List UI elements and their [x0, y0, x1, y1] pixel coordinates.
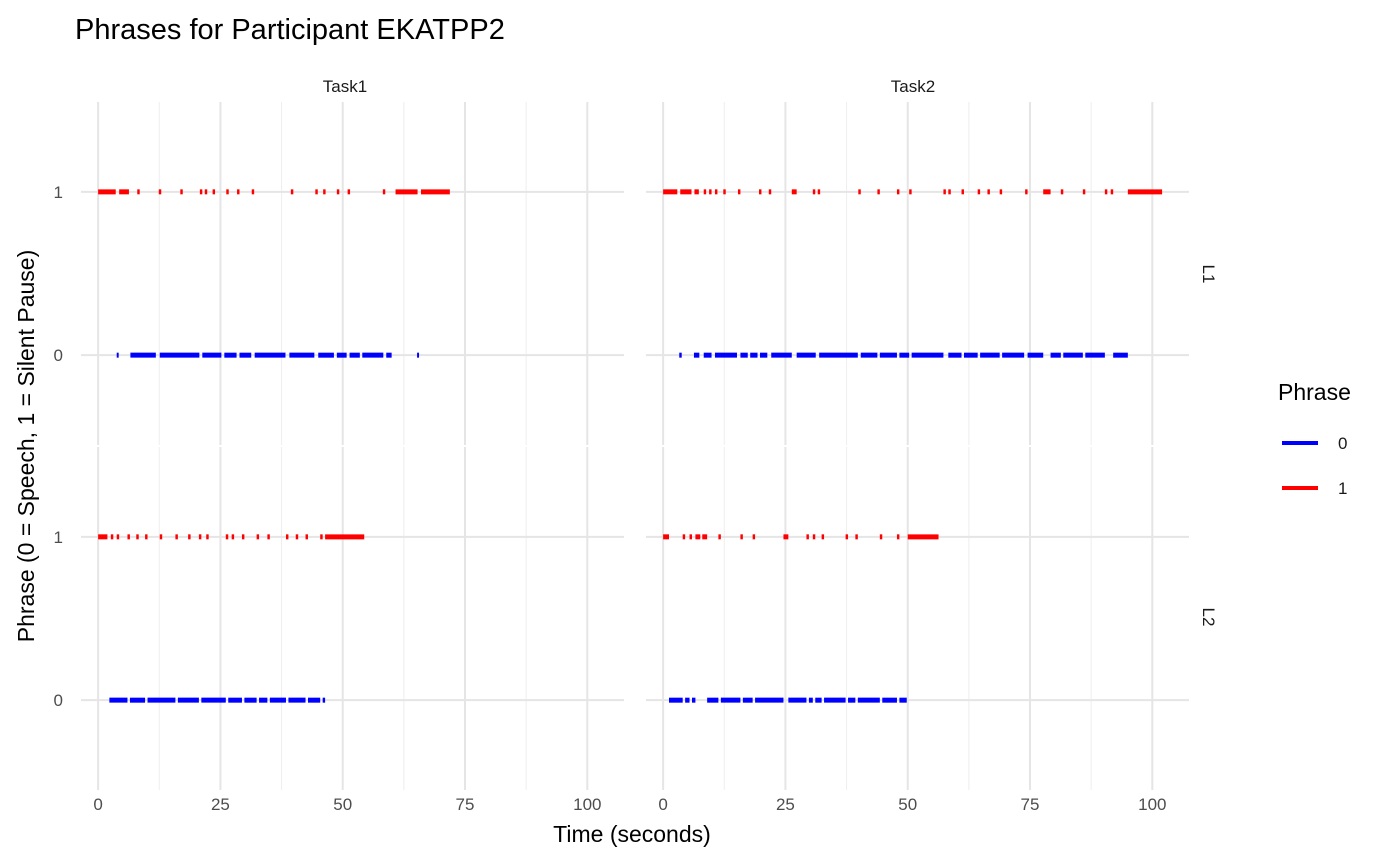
legend-label-1: 1 [1338, 479, 1347, 498]
y-tick-label: 1 [54, 528, 63, 547]
x-tick-label: 0 [658, 795, 667, 814]
strip-label-task1: Task1 [323, 77, 367, 96]
x-tick-label: 100 [573, 795, 601, 814]
x-tick-label: 25 [776, 795, 795, 814]
panel-task1-l1 [81, 102, 624, 445]
y-tick-label: 0 [54, 691, 63, 710]
y-tick-labels: 0 1 0 1 [54, 183, 63, 710]
panel-task2-l2 [646, 447, 1189, 790]
strip-label-l1: L1 [1199, 265, 1218, 284]
x-axis-title: Time (seconds) [553, 821, 711, 847]
x-tick-label: 50 [333, 795, 352, 814]
y-axis-title: Phrase (0 = Speech, 1 = Silent Pause) [13, 250, 39, 643]
x-tick-label: 0 [93, 795, 102, 814]
y-tick-label: 0 [54, 346, 63, 365]
x-tick-label: 25 [211, 795, 230, 814]
x-tick-labels: 0 25 50 75 100 0 25 50 75 100 [93, 795, 1166, 814]
x-tick-label: 50 [898, 795, 917, 814]
x-tick-label: 75 [456, 795, 475, 814]
legend-title: Phrase [1278, 379, 1351, 405]
strip-label-l2: L2 [1199, 608, 1218, 627]
facet-panels [81, 102, 1189, 790]
y-tick-label: 1 [54, 183, 63, 202]
x-tick-label: 100 [1138, 795, 1166, 814]
legend: Phrase 0 1 [1278, 379, 1351, 498]
chart-title: Phrases for Participant EKATPP2 [75, 14, 505, 46]
strip-label-task2: Task2 [891, 77, 935, 96]
panel-task2-l1 [646, 102, 1189, 445]
panel-task1-l2 [81, 447, 624, 790]
legend-label-0: 0 [1338, 434, 1347, 453]
x-tick-label: 75 [1021, 795, 1040, 814]
